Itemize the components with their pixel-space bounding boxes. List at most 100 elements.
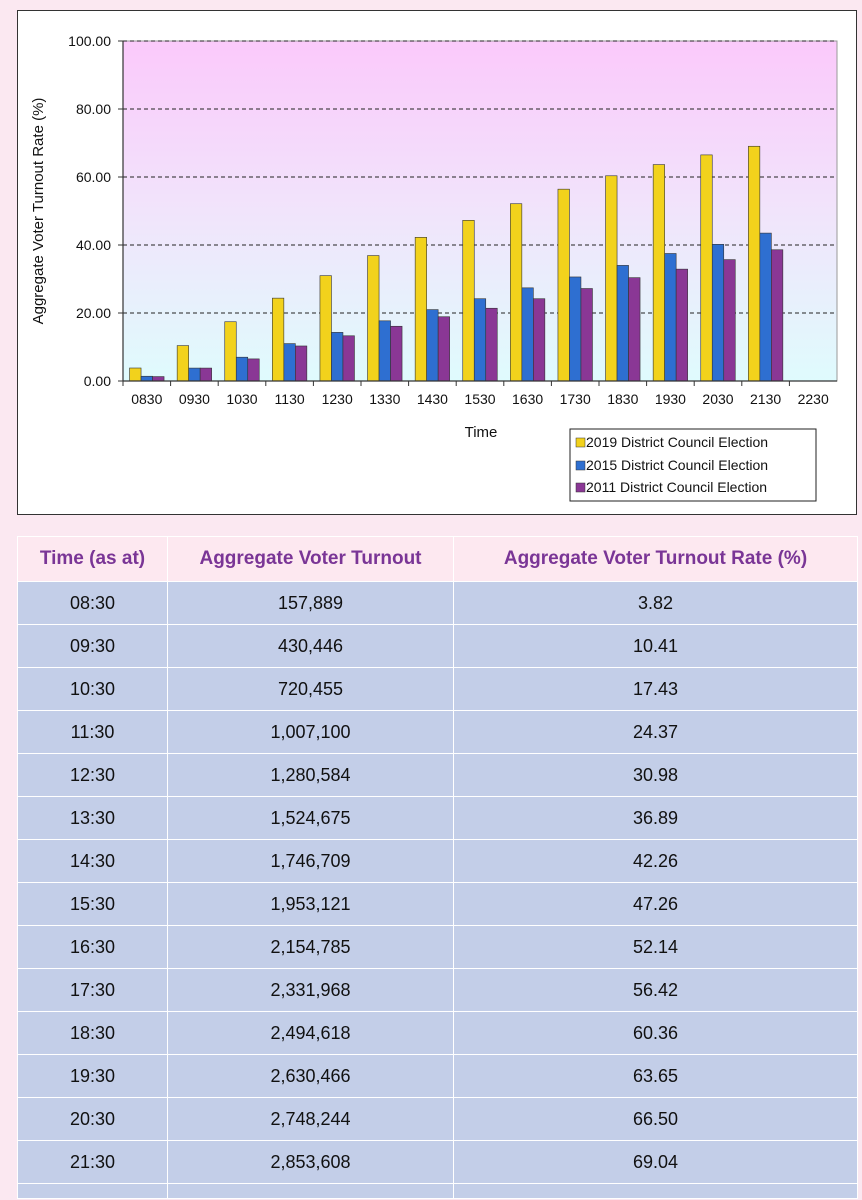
cell-time: 19:30 (17, 1054, 168, 1098)
cell-time: 15:30 (17, 882, 168, 926)
legend: 2019 District Council Election 2015 Dist… (569, 428, 817, 502)
cell-turnout: 2,154,785 (167, 925, 454, 969)
turnout-table-wrapper: Time (as at) Aggregate Voter Turnout Agg… (17, 536, 858, 1199)
bar-2019 (176, 345, 189, 382)
cell-turnout: 1,953,121 (167, 882, 454, 926)
cell-turnout-rate: 42.26 (453, 839, 858, 883)
bar-2015 (664, 253, 677, 382)
y-tick-label: 20.00 (76, 305, 111, 321)
legend-label-2011: 2011 District Council Election (586, 479, 767, 495)
header-time: Time (as at) (17, 536, 168, 582)
bar-2015 (331, 332, 344, 382)
x-tick-label: 1730 (560, 391, 591, 407)
bar-2015 (378, 320, 391, 382)
table-header-row: Time (as at) Aggregate Voter Turnout Agg… (17, 536, 858, 582)
table-cell-empty (167, 1183, 454, 1199)
header-turnout-rate: Aggregate Voter Turnout Rate (%) (453, 536, 858, 582)
cell-time: 21:30 (17, 1140, 168, 1184)
x-tick-label: 1030 (226, 391, 257, 407)
x-tick-label: 2230 (798, 391, 829, 407)
table-row: 21:30 2,853,608 69.04 (17, 1140, 858, 1184)
cell-time: 16:30 (17, 925, 168, 969)
cell-time: 11:30 (17, 710, 168, 754)
bar-2019 (748, 145, 761, 382)
turnout-chart-svg: 0.00 20.00 40.00 60.00 80.00 100.00 0830 0930 10… (30, 33, 838, 502)
bar-2011 (390, 325, 403, 382)
cell-turnout: 2,853,608 (167, 1140, 454, 1184)
bar-2015 (426, 309, 439, 382)
y-tick-label: 60.00 (76, 169, 111, 185)
bar-2011 (580, 288, 593, 382)
table-cell-empty (453, 1183, 858, 1199)
cell-turnout: 720,455 (167, 667, 454, 711)
bar-2019 (510, 203, 523, 382)
x-tick-label: 0830 (131, 391, 162, 407)
bar-2015 (759, 232, 772, 382)
legend-label-2019: 2019 District Council Election (586, 434, 768, 450)
y-tick-label: 80.00 (76, 101, 111, 117)
cell-turnout-rate: 56.42 (453, 968, 858, 1012)
bar-2011 (342, 335, 355, 382)
cell-time: 10:30 (17, 667, 168, 711)
bar-2019 (557, 188, 570, 382)
cell-turnout-rate: 30.98 (453, 753, 858, 797)
bar-2015 (569, 276, 582, 382)
cell-turnout: 430,446 (167, 624, 454, 668)
x-tick-label: 1530 (464, 391, 495, 407)
y-tick-label: 100.00 (68, 33, 111, 49)
bar-2019 (700, 154, 713, 382)
bar-2019 (462, 220, 475, 382)
cell-turnout: 1,746,709 (167, 839, 454, 883)
cell-turnout: 1,280,584 (167, 753, 454, 797)
legend-swatch-2015 (575, 460, 586, 471)
cell-turnout: 1,524,675 (167, 796, 454, 840)
cell-time: 18:30 (17, 1011, 168, 1055)
x-tick-label: 0930 (179, 391, 210, 407)
x-tick-label: 2130 (750, 391, 781, 407)
y-tick-label: 0.00 (84, 373, 111, 389)
table-row-partial (17, 1183, 858, 1199)
cell-turnout-rate: 24.37 (453, 710, 858, 754)
bar-2011 (628, 277, 641, 382)
x-tick-label: 1830 (607, 391, 638, 407)
bar-2015 (140, 375, 153, 382)
legend-swatch-2011 (575, 482, 586, 493)
table-row: 12:30 1,280,584 30.98 (17, 753, 858, 797)
bar-2019 (652, 164, 665, 382)
table-row: 10:30 720,455 17.43 (17, 667, 858, 711)
bar-2011 (295, 345, 308, 382)
bar-2011 (723, 259, 736, 382)
bars-layer (129, 145, 784, 382)
cell-turnout: 2,494,618 (167, 1011, 454, 1055)
cell-turnout-rate: 17.43 (453, 667, 858, 711)
cell-turnout: 1,007,100 (167, 710, 454, 754)
legend-label-2015: 2015 District Council Election (586, 457, 768, 473)
x-tick-label: 1130 (275, 391, 305, 407)
x-tick-label: 1430 (417, 391, 448, 407)
cell-turnout-rate: 47.26 (453, 882, 858, 926)
legend-swatch-2019 (575, 437, 586, 448)
bar-2011 (437, 316, 450, 382)
turnout-chart: 0.00 20.00 40.00 60.00 80.00 100.00 0830 0930 10… (17, 10, 857, 515)
bar-2015 (283, 343, 296, 382)
bar-2015 (521, 287, 534, 382)
bar-2019 (605, 175, 618, 382)
cell-turnout: 2,630,466 (167, 1054, 454, 1098)
cell-time: 12:30 (17, 753, 168, 797)
cell-time: 14:30 (17, 839, 168, 883)
bar-2011 (247, 358, 260, 382)
bar-2011 (152, 376, 165, 382)
cell-turnout-rate: 3.82 (453, 581, 858, 625)
bar-2011 (199, 367, 212, 382)
y-tick-label: 40.00 (76, 237, 111, 253)
cell-turnout-rate: 63.65 (453, 1054, 858, 1098)
table-row: 16:30 2,154,785 52.14 (17, 925, 858, 969)
table-row: 20:30 2,748,244 66.50 (17, 1097, 858, 1141)
table-row: 19:30 2,630,466 63.65 (17, 1054, 858, 1098)
x-tick-label: 1330 (369, 391, 400, 407)
table-body: 08:30 157,889 3.82 09:30 430,446 10.41 10:30 72… (17, 581, 858, 1199)
bar-2019 (319, 275, 332, 382)
bar-2015 (188, 367, 201, 382)
bar-2019 (272, 297, 285, 382)
bar-2019 (367, 255, 380, 382)
